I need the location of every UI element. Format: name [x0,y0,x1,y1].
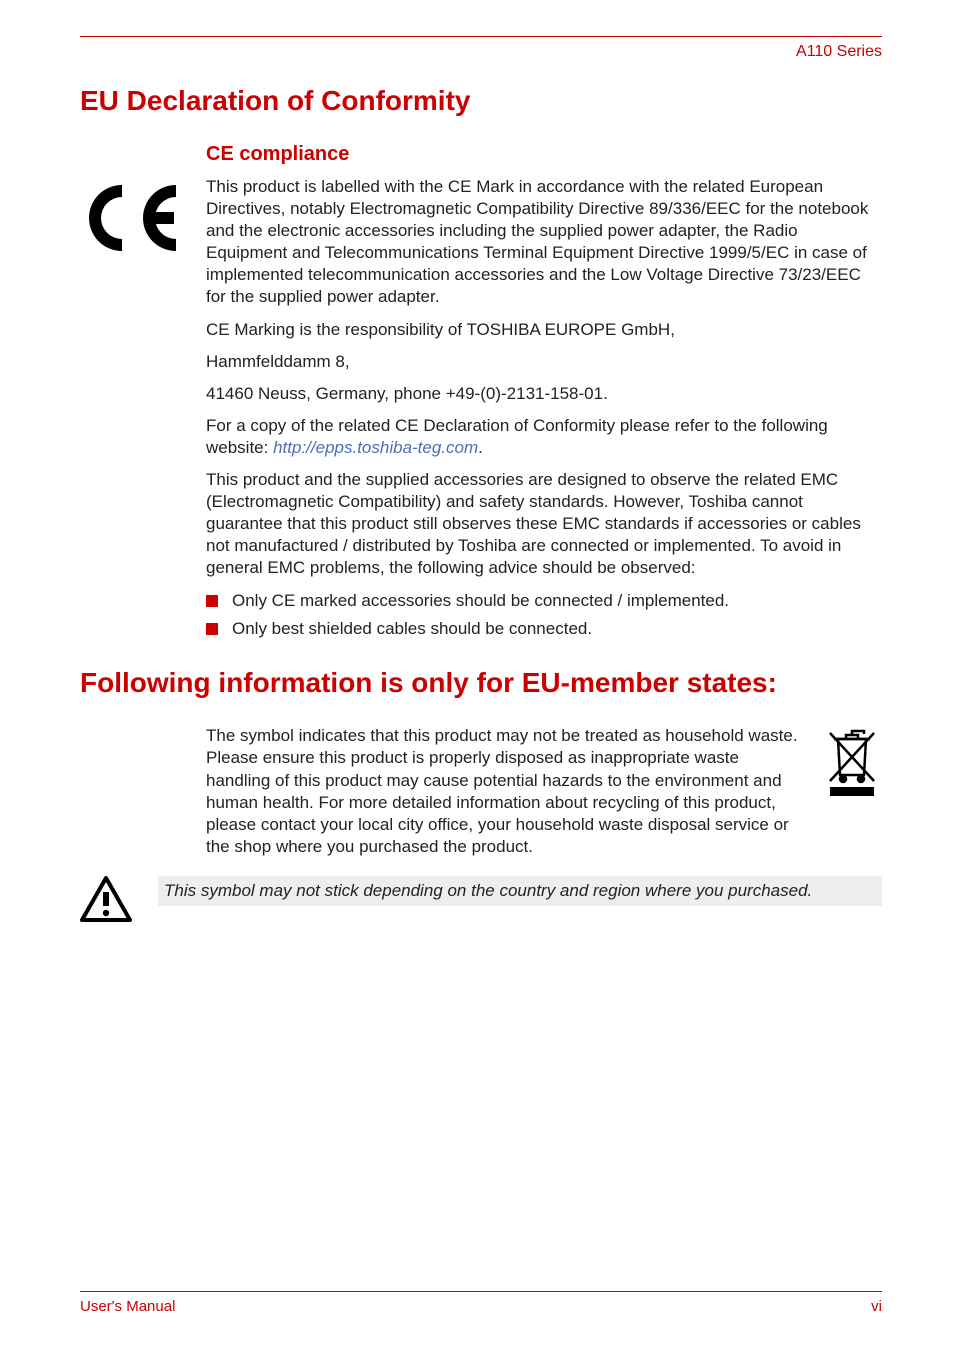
ce-paragraph-5: For a copy of the related CE Declaration… [206,415,882,459]
footer-rule [80,1291,882,1292]
ce-text-column: CE compliance This product is labelled w… [206,143,882,647]
header-rule [80,36,882,37]
caution-row: This symbol may not stick depending on t… [80,876,882,927]
ce-mark-column [80,143,188,647]
ce-bullet-list: Only CE marked accessories should be con… [206,590,882,642]
ce-section: CE compliance This product is labelled w… [80,143,882,647]
caution-text: This symbol may not stick depending on t… [158,876,882,906]
bullet-square-icon [206,595,218,607]
ce-mark-icon [80,179,188,257]
ce-bullet-2: Only best shielded cables should be conn… [206,618,882,641]
ce-bullet-2-text: Only best shielded cables should be conn… [232,618,592,641]
footer-row: User's Manual vi [80,1298,882,1315]
ce-paragraph-1: This product is labelled with the CE Mar… [206,176,882,309]
eu-declaration-heading: EU Declaration of Conformity [80,85,882,117]
footer-right: vi [871,1298,882,1315]
footer: User's Manual vi [80,1291,882,1315]
weee-bin-icon [824,725,880,797]
eu-states-left-col [80,725,188,858]
series-label: A110 Series [80,43,882,61]
footer-left: User's Manual [80,1298,175,1315]
bullet-square-icon [206,623,218,635]
caution-icon-column [80,876,140,927]
eu-states-row: The symbol indicates that this product m… [206,725,882,858]
ce-website-link[interactable]: http://epps.toshiba-teg.com [273,438,478,457]
ce-paragraph-3: Hammfelddamm 8, [206,351,882,373]
ce-compliance-heading: CE compliance [206,143,882,166]
ce-paragraph-2: CE Marking is the responsibility of TOSH… [206,319,882,341]
ce-p5-text-b: . [478,438,483,457]
ce-bullet-1: Only CE marked accessories should be con… [206,590,882,613]
ce-paragraph-6: This product and the supplied accessorie… [206,469,882,579]
eu-states-section: The symbol indicates that this product m… [80,725,882,858]
ce-bullet-1-text: Only CE marked accessories should be con… [232,590,729,613]
eu-states-right-col: The symbol indicates that this product m… [206,725,882,858]
caution-triangle-icon [80,876,132,922]
eu-states-paragraph: The symbol indicates that this product m… [206,725,804,858]
weee-icon-column [822,725,882,802]
ce-paragraph-4: 41460 Neuss, Germany, phone +49-(0)-2131… [206,383,882,405]
eu-states-heading: Following information is only for EU-mem… [80,667,882,699]
